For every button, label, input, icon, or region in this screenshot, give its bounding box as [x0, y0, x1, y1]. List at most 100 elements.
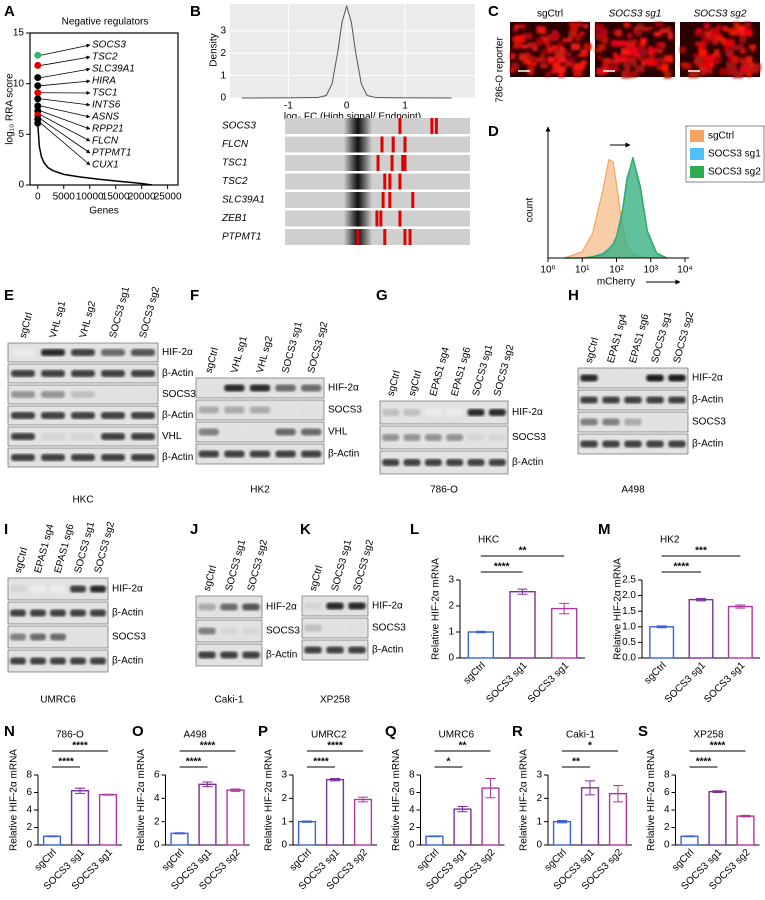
band [70, 657, 86, 665]
barcode-strip [285, 136, 470, 153]
band [131, 454, 155, 461]
blot-bg [379, 450, 509, 475]
cell [565, 59, 573, 67]
hit-point [34, 119, 42, 127]
cell-line: 786-O [430, 485, 458, 496]
band [488, 409, 506, 416]
barcode-hit [376, 155, 380, 171]
band [101, 349, 125, 356]
y-tick-label: 0.5 [622, 637, 636, 648]
x-tick-label: 15000 [102, 192, 130, 203]
y-axis-label: count [525, 198, 536, 223]
cell [703, 36, 708, 44]
error-bar [174, 832, 185, 835]
sig-label: **** [72, 741, 88, 752]
band [668, 396, 686, 404]
cell [556, 66, 566, 73]
cell [583, 23, 589, 29]
cell [524, 34, 532, 40]
cell [727, 54, 736, 60]
sig-label: ** [519, 546, 527, 557]
band [10, 609, 26, 617]
legend-label: SOCS3 sg1 [708, 149, 761, 160]
cell [558, 70, 565, 78]
cell [511, 36, 520, 41]
x-tick-label: sgCtrl [288, 847, 314, 873]
cell [665, 26, 672, 34]
cell [693, 53, 700, 58]
y-tick-label: 2 [409, 822, 415, 833]
hit-point [34, 95, 42, 103]
band [403, 434, 421, 441]
barcode-hit [403, 155, 407, 171]
panel-letter: O [132, 723, 144, 740]
lane-label: sgCtrl [584, 336, 601, 364]
gene-label: HIRA [92, 76, 116, 87]
gene-label: TSC2 [92, 52, 118, 63]
band [198, 384, 220, 392]
cell [568, 32, 574, 40]
bar [550, 607, 578, 659]
band [198, 651, 216, 659]
y-tick-label: 2 [220, 48, 226, 59]
cell [634, 29, 642, 37]
arrow [40, 98, 91, 107]
band [300, 428, 322, 436]
lane-label: VHL sg2 [255, 335, 276, 375]
x-tick-label: 5000 [53, 192, 76, 203]
y-tick-label: 8 [409, 770, 415, 781]
panel-letter: E [4, 287, 14, 304]
band [10, 585, 26, 593]
band [50, 609, 66, 617]
x-tick-label: 1 [402, 101, 408, 112]
error-bar [740, 814, 751, 818]
band [224, 428, 245, 436]
cell [545, 71, 551, 77]
barcode-band [343, 173, 372, 190]
cell [562, 38, 572, 43]
bar [680, 835, 699, 846]
cell [736, 26, 745, 31]
y-tick-label: 6 [154, 770, 160, 781]
x-tick-label: sgCtrl [33, 847, 59, 873]
row-label: VHL [328, 427, 348, 438]
cell [517, 24, 526, 29]
arrow [40, 118, 91, 154]
cell [530, 56, 537, 62]
gene-label: SLC39A1 [92, 64, 135, 75]
cell [575, 33, 582, 42]
cell [698, 68, 707, 76]
cell [730, 55, 739, 64]
row-label: β-Actin [162, 410, 193, 421]
barcode-hit [430, 118, 434, 134]
y-tick-label: 2 [448, 601, 454, 612]
band [646, 440, 664, 448]
error-bar [485, 778, 496, 799]
cell [664, 55, 674, 63]
cell [733, 71, 743, 79]
band [198, 450, 220, 458]
cell [561, 56, 566, 63]
cell [627, 32, 632, 39]
band [275, 428, 296, 436]
barcode-hit [383, 173, 387, 190]
x-tick-label: sgCtrl [160, 847, 186, 873]
x-tick-label: 0 [344, 101, 350, 112]
y-tick-label: 2 [536, 793, 542, 804]
legend-swatch [690, 130, 704, 142]
blot-bg [379, 425, 509, 450]
band [198, 406, 220, 414]
cell [580, 60, 588, 65]
arrow [40, 110, 91, 130]
y-tick-label: 4 [154, 793, 160, 804]
histogram-area [564, 156, 668, 259]
x-tick-label: sgCtrl [642, 660, 668, 686]
band [11, 454, 35, 461]
band [224, 406, 245, 414]
lane-label: SOCS3 sg1 [330, 538, 354, 592]
y-tick-label: 3 [448, 575, 454, 586]
band [220, 603, 238, 611]
band [467, 434, 485, 441]
cell [738, 30, 745, 37]
row-label: SOCS3 [692, 417, 726, 428]
